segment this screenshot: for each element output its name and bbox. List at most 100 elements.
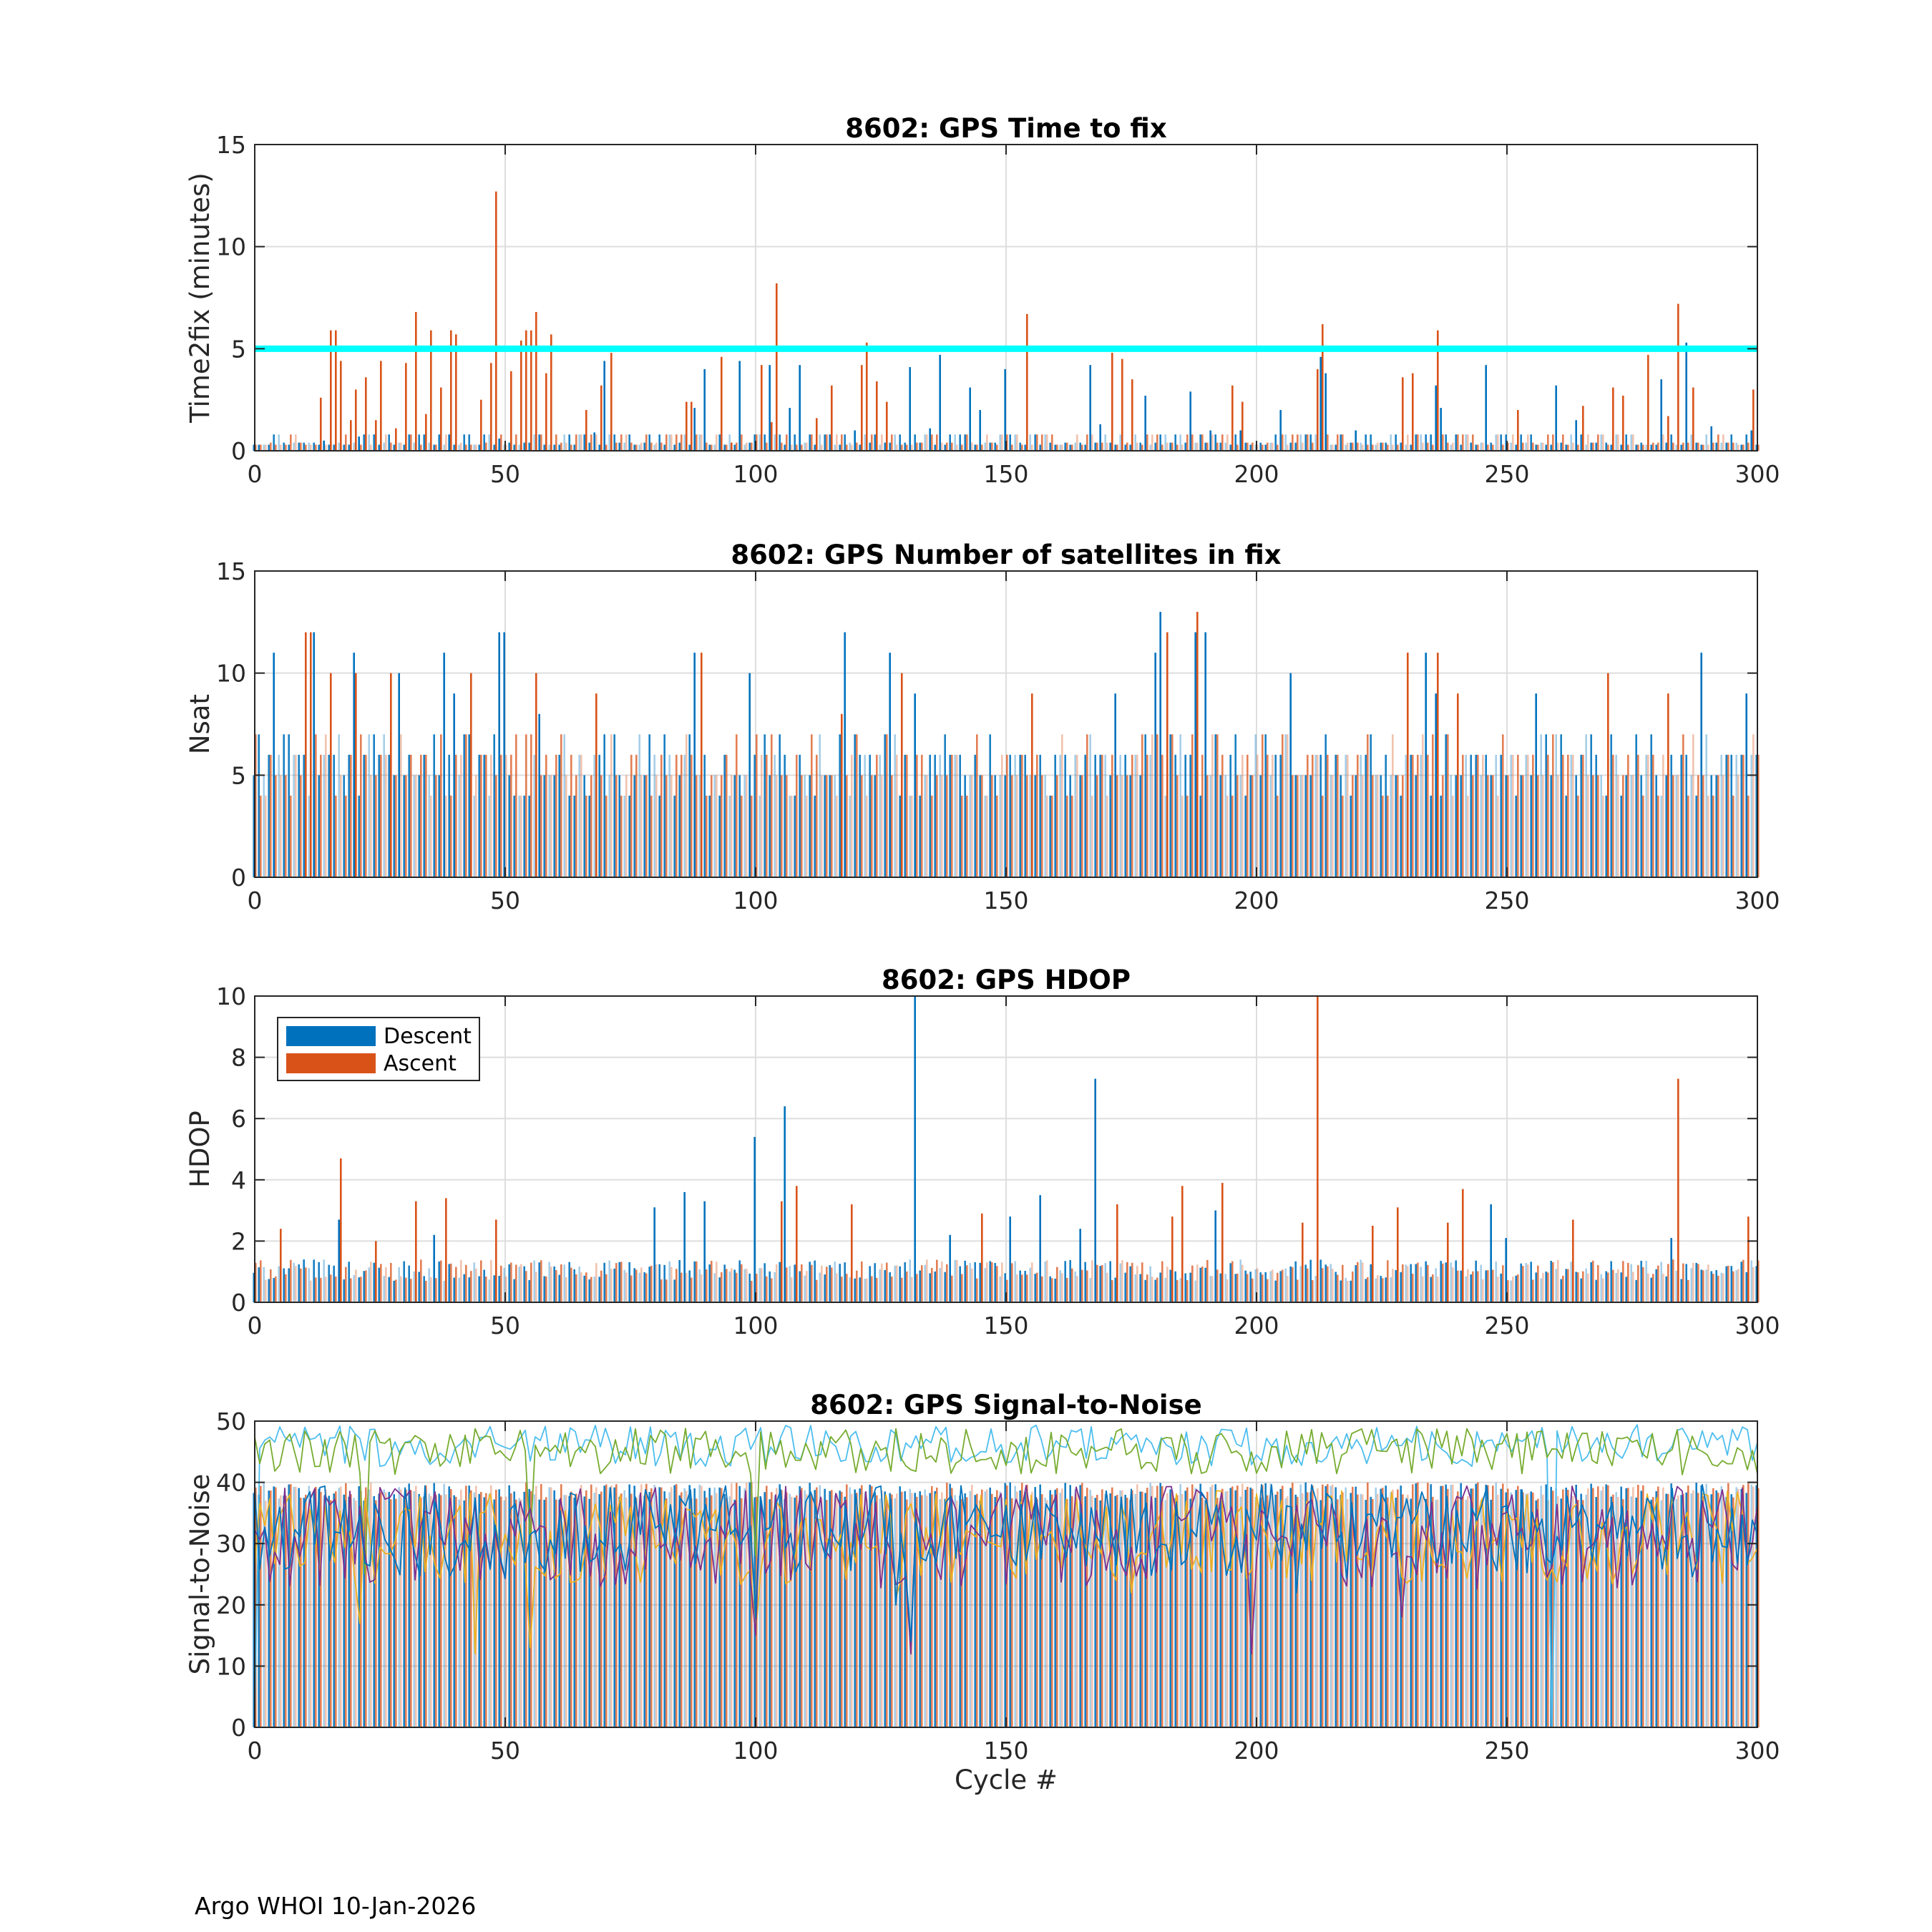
descent-bar xyxy=(738,1485,741,1727)
descent-bar xyxy=(1380,1276,1382,1302)
descent-bar xyxy=(1405,1497,1407,1727)
descent-bar xyxy=(829,434,831,451)
descent-bar xyxy=(263,444,265,451)
ascent-bar xyxy=(1687,1279,1689,1302)
x-tick-label: 0 xyxy=(248,1737,263,1765)
ascent-bar xyxy=(1672,1497,1674,1727)
ascent-bar xyxy=(1717,434,1719,451)
ascent-bar xyxy=(1552,1491,1554,1727)
descent-bar xyxy=(1490,775,1492,877)
descent-bar xyxy=(493,1275,495,1302)
ascent-bar xyxy=(435,1495,437,1727)
descent-bar xyxy=(1284,734,1287,877)
descent-bar xyxy=(1009,754,1011,877)
ascent-bar xyxy=(1347,754,1349,877)
descent-bar xyxy=(558,1274,560,1302)
descent-bar xyxy=(1510,754,1512,877)
descent-bar xyxy=(353,1274,355,1302)
ascent-bar xyxy=(600,775,602,877)
descent-bar xyxy=(1184,1273,1186,1302)
ascent-bar xyxy=(746,442,748,451)
descent-bar xyxy=(779,1484,781,1727)
ascent-bar xyxy=(490,1485,492,1727)
descent-bar xyxy=(834,775,836,877)
descent-bar xyxy=(1425,434,1427,451)
descent-bar xyxy=(593,1493,595,1727)
descent-bar xyxy=(1264,1483,1267,1727)
ascent-bar xyxy=(1036,754,1038,877)
ascent-bar xyxy=(1241,1264,1244,1302)
ascent-bar xyxy=(320,1491,322,1727)
ascent-bar xyxy=(435,1278,437,1302)
descent-bar xyxy=(1695,795,1697,877)
descent-bar xyxy=(1625,1488,1627,1727)
ascent-bar xyxy=(971,1484,973,1727)
descent-bar xyxy=(1655,775,1657,877)
ascent-bar xyxy=(1432,1274,1434,1302)
descent-bar xyxy=(879,444,881,451)
descent-bar xyxy=(1510,442,1512,451)
ascent-bar xyxy=(1236,444,1239,451)
descent-bar xyxy=(1740,754,1742,877)
ascent-bar xyxy=(1682,442,1684,451)
descent-bar xyxy=(1154,653,1156,877)
descent-bar xyxy=(1330,775,1332,877)
ascent-bar xyxy=(926,1259,928,1302)
descent-bar xyxy=(353,1498,355,1727)
ascent-bar xyxy=(1257,1498,1259,1727)
ascent-bar xyxy=(1342,1264,1344,1302)
ascent-bar xyxy=(1632,1487,1634,1727)
ascent-bar xyxy=(1757,1260,1760,1302)
ascent-bar xyxy=(385,754,387,877)
descent-bar xyxy=(804,1275,806,1302)
ascent-bar xyxy=(1292,1483,1294,1727)
ascent-bar xyxy=(1472,775,1474,877)
ascent-bar xyxy=(731,1483,733,1727)
ascent-bar xyxy=(716,775,718,877)
ascent-bar xyxy=(1542,1494,1544,1727)
descent-bar xyxy=(1535,444,1537,451)
ascent-bar xyxy=(1101,1489,1103,1727)
ascent-bar xyxy=(440,1495,442,1727)
ascent-bar xyxy=(1221,1183,1224,1302)
descent-bar xyxy=(703,369,706,451)
descent-bar xyxy=(934,444,936,451)
descent-bar xyxy=(743,444,746,451)
descent-bar xyxy=(789,795,791,877)
descent-bar xyxy=(1104,754,1106,877)
ascent-bar xyxy=(1216,1269,1219,1302)
descent-bar xyxy=(1720,1485,1722,1727)
descent-bar xyxy=(1590,734,1592,877)
descent-bar xyxy=(1069,775,1071,877)
ascent-bar xyxy=(1682,734,1684,877)
ascent-bar xyxy=(1622,1499,1624,1727)
ascent-bar xyxy=(1181,1186,1184,1302)
ascent-bar xyxy=(776,1488,778,1727)
descent-bar xyxy=(1154,1279,1156,1302)
ascent-bar xyxy=(726,1497,728,1727)
ascent-bar xyxy=(916,442,918,451)
ascent-bar xyxy=(485,1493,487,1727)
ascent-bar xyxy=(1081,1269,1083,1302)
ascent-bar xyxy=(380,361,382,451)
ascent-bar xyxy=(385,1267,387,1302)
ascent-bar xyxy=(1231,795,1234,877)
ascent-bar xyxy=(1176,1495,1179,1727)
descent-bar xyxy=(879,754,881,877)
ascent-bar xyxy=(901,444,903,451)
ascent-bar xyxy=(545,754,547,877)
ascent-bar xyxy=(701,1274,703,1302)
descent-bar xyxy=(508,1264,510,1302)
descent-bar xyxy=(548,1487,550,1727)
ascent-bar xyxy=(430,1277,432,1302)
descent-bar xyxy=(1420,1267,1422,1302)
x-tick-label: 0 xyxy=(248,460,263,488)
descent-bar xyxy=(1109,1493,1111,1727)
descent-bar xyxy=(458,775,460,877)
ascent-bar xyxy=(580,754,582,877)
ascent-bar xyxy=(901,673,903,877)
descent-bar xyxy=(468,1277,470,1302)
descent-bar xyxy=(994,775,996,877)
descent-bar xyxy=(1615,754,1617,877)
descent-bar xyxy=(1655,444,1657,451)
